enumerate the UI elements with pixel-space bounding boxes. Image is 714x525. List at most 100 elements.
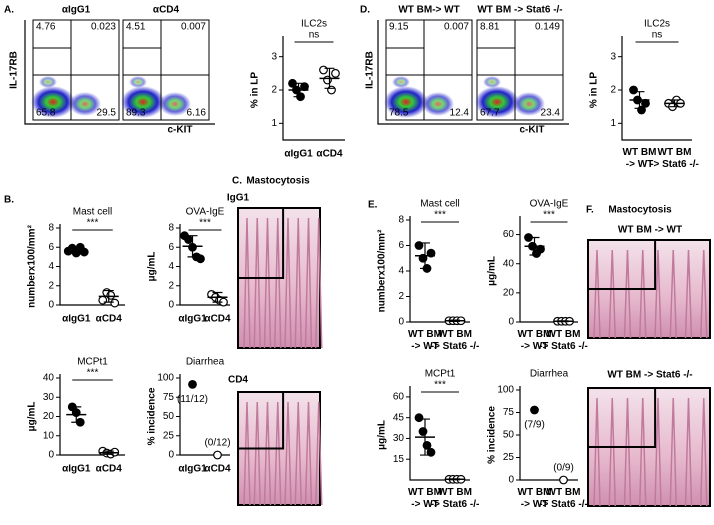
x-tick-label-line: WT BM bbox=[518, 329, 552, 340]
significance-label: *** bbox=[87, 368, 99, 379]
quadrant-value: 0.149 bbox=[535, 22, 560, 33]
quadrant-value: 4.51 bbox=[126, 22, 146, 33]
villus bbox=[274, 401, 282, 506]
x-tick-label: αIgG1 bbox=[178, 314, 207, 325]
x-tick-label-line: -> WT bbox=[411, 499, 439, 510]
x-tick-label-line: -> Stat6 -/- bbox=[431, 341, 480, 352]
villus bbox=[284, 217, 292, 349]
panel-label: F. bbox=[586, 205, 594, 216]
error-bar bbox=[634, 91, 645, 109]
point-label: (11/12) bbox=[177, 394, 208, 405]
y-tick-label: 6 bbox=[398, 240, 404, 251]
quadrant-value: 29.5 bbox=[97, 108, 117, 119]
x-tick-label-line: -> WT bbox=[411, 341, 439, 352]
y-tick-label: 50 bbox=[503, 430, 515, 441]
data-point bbox=[184, 235, 193, 244]
chart-title: Mast cell bbox=[73, 207, 112, 218]
y-tick-label: 8 bbox=[48, 223, 54, 234]
villus bbox=[593, 249, 601, 339]
error-bar bbox=[420, 418, 430, 456]
x-tick-label-line: -> Stat6 -/- bbox=[539, 499, 588, 510]
axis bbox=[59, 224, 125, 306]
villus bbox=[669, 249, 677, 339]
x-tick-label: αCD4 bbox=[316, 149, 343, 160]
x-tick-label-line: -> Stat6 -/- bbox=[539, 341, 588, 352]
quadrant-value: 9.15 bbox=[389, 22, 409, 33]
x-tick-label-line: WT BM bbox=[658, 147, 692, 158]
quadrant-value: 89.3 bbox=[126, 108, 146, 119]
y-tick-label: 25 bbox=[163, 430, 175, 441]
villus bbox=[639, 249, 647, 339]
y-tick-label: 0 bbox=[168, 300, 174, 311]
histology-label: IgG1 bbox=[227, 193, 250, 204]
histology-label: CD4 bbox=[228, 375, 248, 386]
flow-ylabel: IL-17RB bbox=[365, 51, 376, 89]
histology-inset bbox=[587, 239, 657, 290]
y-tick-label: 1 bbox=[271, 118, 277, 129]
significance-label: *** bbox=[87, 218, 99, 229]
x-tick-label-line: WT BM bbox=[547, 487, 581, 498]
significance-label: *** bbox=[543, 210, 555, 221]
y-axis-label: μg/mL bbox=[27, 401, 38, 431]
data-point bbox=[213, 450, 222, 460]
data-point bbox=[331, 68, 340, 78]
y-tick-label: 0 bbox=[508, 317, 514, 328]
chart-title: Diarrhea bbox=[186, 357, 225, 368]
chart-title: OVA-IgE bbox=[530, 199, 569, 210]
flow-population bbox=[69, 92, 101, 116]
y-tick-label: 3 bbox=[610, 51, 616, 62]
x-tick-label: αIgG1 bbox=[284, 149, 313, 160]
significance-label: *** bbox=[434, 210, 446, 221]
x-tick-label: αIgG1 bbox=[62, 314, 91, 325]
y-tick-label: 0 bbox=[508, 475, 514, 486]
histology-inset bbox=[237, 391, 285, 450]
y-tick-label: 6 bbox=[168, 242, 174, 253]
flow-population bbox=[384, 86, 428, 118]
chart-title: ILC2s bbox=[301, 19, 327, 30]
axis bbox=[409, 216, 470, 323]
x-tick-label: WT BM -> Stat6 -/- bbox=[539, 329, 588, 352]
x-tick-label: αIgG1 bbox=[178, 464, 207, 475]
x-tick-label: αCD4 bbox=[204, 314, 231, 325]
y-axis-label: % incidence bbox=[147, 387, 158, 445]
data-point bbox=[629, 85, 638, 95]
error-bar bbox=[71, 406, 82, 423]
x-tick-label: αCD4 bbox=[204, 464, 231, 475]
y-tick-label: 6 bbox=[48, 242, 54, 253]
y-tick-label: 45 bbox=[393, 412, 405, 423]
x-tick-label-line: -> Stat6 -/- bbox=[431, 499, 480, 510]
y-tick-label: 40 bbox=[503, 258, 515, 269]
data-point bbox=[106, 290, 116, 300]
point-label: (0/12) bbox=[204, 438, 230, 449]
villus bbox=[274, 217, 282, 349]
villus bbox=[623, 249, 632, 339]
villus bbox=[294, 401, 302, 506]
flow-population bbox=[483, 76, 501, 88]
y-axis-label: μg/mL bbox=[487, 256, 498, 286]
y-tick-label: 40 bbox=[43, 373, 55, 384]
flow-title: αIgG1 bbox=[62, 5, 91, 16]
y-tick-label: 30 bbox=[393, 433, 405, 444]
quadrant-value: 67.7 bbox=[480, 108, 500, 119]
quadrant-value: 0.007 bbox=[181, 22, 206, 33]
y-axis-label: μg/mL bbox=[147, 251, 158, 281]
chart-title: ILC2s bbox=[644, 19, 670, 30]
flow-population bbox=[422, 92, 454, 116]
x-tick-label: WT BM -> WT bbox=[408, 329, 442, 352]
data-point bbox=[319, 65, 328, 75]
error-bar bbox=[420, 242, 430, 270]
y-tick-label: 20 bbox=[43, 411, 55, 422]
data-point bbox=[188, 379, 197, 389]
x-tick-label: αIgG1 bbox=[62, 464, 91, 475]
panel-label: C. bbox=[232, 176, 242, 187]
data-point bbox=[110, 298, 120, 308]
x-tick-label: αCD4 bbox=[96, 314, 123, 325]
flow-population bbox=[129, 76, 147, 88]
y-tick-label: 2 bbox=[398, 291, 404, 302]
y-axis-label: μg/mL bbox=[377, 420, 388, 450]
error-bar bbox=[669, 99, 680, 108]
y-tick-label: 8 bbox=[168, 223, 174, 234]
quadrant-value: 12.4 bbox=[450, 108, 470, 119]
